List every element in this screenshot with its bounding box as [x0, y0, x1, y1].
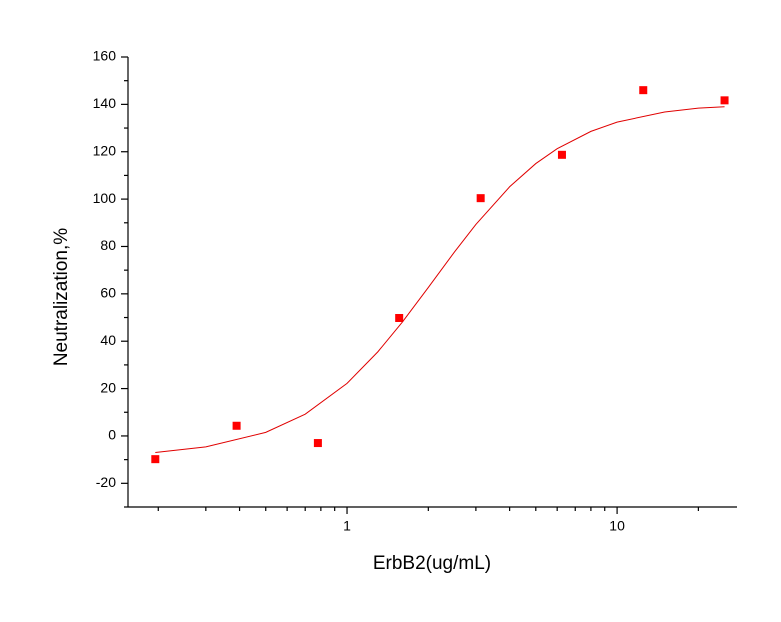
- y-tick-label: 120: [93, 142, 117, 158]
- fit-curve: [155, 106, 725, 454]
- y-tick-label: 0: [108, 427, 116, 443]
- y-tick-label: -20: [96, 474, 116, 490]
- y-tick-label: 100: [93, 190, 117, 206]
- y-tick-label: 60: [100, 285, 116, 301]
- y-axis-title: Neutralization,%: [51, 228, 72, 366]
- data-point: [151, 455, 160, 464]
- y-tick-label: 20: [100, 379, 116, 395]
- y-tick-label: 140: [93, 95, 117, 111]
- y-tick-label: 160: [93, 48, 117, 64]
- x-axis-title: ErbB2(ug/mL): [373, 553, 491, 574]
- data-point: [476, 194, 485, 203]
- data-point: [557, 150, 566, 159]
- data-point: [313, 439, 322, 448]
- y-tick-label: 40: [100, 332, 116, 348]
- data-point: [395, 314, 404, 322]
- data-point: [232, 421, 241, 430]
- data-point: [720, 96, 729, 105]
- y-tick-label: 80: [100, 237, 116, 253]
- x-tick-label: 10: [609, 518, 625, 534]
- data-point: [639, 86, 648, 95]
- x-tick-label: 1: [343, 518, 351, 534]
